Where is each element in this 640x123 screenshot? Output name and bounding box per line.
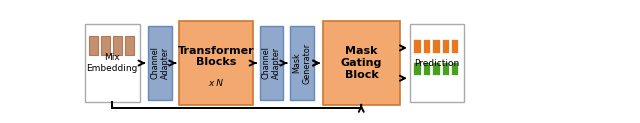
Bar: [113, 36, 122, 54]
Text: Channel
Adapter: Channel Adapter: [262, 47, 281, 79]
Bar: [442, 39, 449, 53]
Bar: [432, 62, 440, 75]
Bar: [432, 39, 440, 53]
Bar: [413, 62, 420, 75]
Text: Channel
Adapter: Channel Adapter: [150, 47, 170, 79]
Text: Mask
Generator: Mask Generator: [292, 43, 312, 84]
Bar: [89, 36, 99, 54]
Bar: [413, 39, 420, 53]
Bar: [85, 24, 140, 102]
Bar: [451, 62, 458, 75]
Bar: [442, 62, 449, 75]
Bar: [423, 62, 430, 75]
Bar: [291, 26, 314, 100]
Bar: [323, 21, 400, 105]
Text: Mask
Gating
Block: Mask Gating Block: [340, 46, 382, 80]
Bar: [125, 36, 134, 54]
Text: Prediction: Prediction: [415, 59, 460, 68]
Bar: [101, 36, 110, 54]
Bar: [410, 24, 465, 102]
Bar: [179, 21, 253, 105]
Text: Mix
Embedding: Mix Embedding: [86, 53, 138, 73]
Bar: [451, 39, 458, 53]
Bar: [148, 26, 172, 100]
Bar: [423, 39, 430, 53]
Text: Transformer
Blocks: Transformer Blocks: [177, 46, 254, 67]
Text: x N: x N: [209, 79, 223, 88]
Bar: [260, 26, 284, 100]
